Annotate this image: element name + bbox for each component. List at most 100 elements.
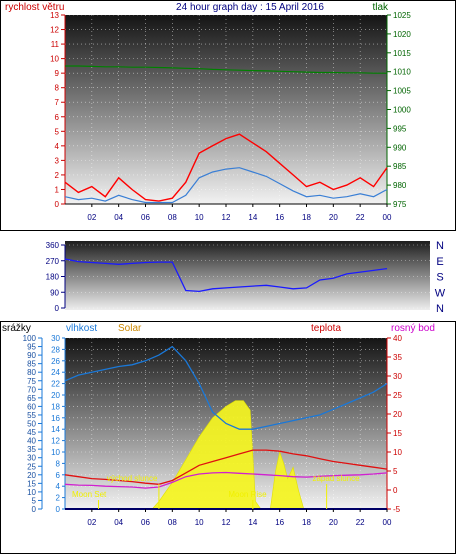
pressure-right-axis: 975 980 985 990 995 1000 1005 1010 1015 1020 1025: [386, 11, 411, 209]
solar-label: Solar: [118, 323, 142, 334]
weather-x-tick-label: 02: [87, 518, 96, 527]
direction-tick-label: 180: [46, 273, 60, 282]
rain-axis: 0510152025303540455055606570758085909510…: [23, 334, 43, 514]
temperature-axis-title: teplota: [311, 323, 341, 334]
weather-x-tick-label: 12: [222, 518, 231, 527]
wind-x-tick-label: 06: [141, 213, 150, 222]
humidity-tick-label: 24: [51, 368, 60, 377]
direction-tick-label: 270: [46, 257, 60, 266]
wind-tick-label: 1: [55, 185, 60, 194]
pressure-tick-label: 995: [393, 124, 407, 133]
temperature-tick-label: 40: [393, 334, 402, 343]
rain-tick-label: 20: [27, 471, 36, 480]
humidity-tick-label: 12: [51, 437, 60, 446]
weather-x-axis: 02 04 06 08 10 12 14 16 18 20 22 00: [65, 508, 392, 527]
direction-grid: [65, 244, 430, 309]
compass-label: E: [436, 256, 443, 268]
wind-x-tick-label: 14: [248, 213, 257, 222]
wind-x-tick-label: 04: [114, 213, 123, 222]
rain-tick-label: 60: [27, 402, 36, 411]
rain-tick-label: 45: [27, 428, 36, 437]
weather-x-tick-label: 06: [141, 518, 150, 527]
pressure-tick-label: 990: [393, 143, 407, 152]
humidity-line: [64, 345, 388, 430]
weather-x-tick-label: 08: [168, 518, 177, 527]
rain-tick-label: 15: [27, 479, 36, 488]
wind-tick-label: 4: [55, 142, 60, 151]
pressure-axis-title: tlak: [372, 2, 389, 13]
humidity-tick-label: 14: [51, 425, 60, 434]
solar-area: [151, 400, 305, 510]
wind-x-tick-label: 00: [383, 213, 392, 222]
rain-tick-label: 90: [27, 351, 36, 360]
weather-x-tick-label: 16: [275, 518, 284, 527]
humidity-tick-label: 26: [51, 357, 60, 366]
humidity-tick-label: 16: [51, 414, 60, 423]
rain-tick-label: 50: [27, 420, 36, 429]
wind-tick-label: 10: [50, 55, 59, 64]
temperature-tick-label: 5: [393, 467, 398, 476]
wind-axis-title: rychlost větru: [5, 2, 64, 13]
wind-x-tick-label: 08: [168, 213, 177, 222]
pressure-tick-label: 1020: [393, 30, 411, 39]
weather-x-tick-label: 00: [383, 518, 392, 527]
temperature-tick-label: 20: [393, 410, 402, 419]
humidity-tick-label: 0: [56, 505, 61, 514]
temperature-tick-label: 0: [393, 486, 398, 495]
temperature-tick-label: 15: [393, 429, 402, 438]
wind-grid: [65, 14, 388, 205]
pressure-tick-label: 980: [393, 181, 407, 190]
wind-series: [64, 65, 388, 204]
wind-x-axis: 02 04 06 08 10 12 14 16 18 20 22 00: [65, 203, 392, 222]
direction-tick-label: 0: [55, 304, 60, 313]
pressure-tick-label: 985: [393, 162, 407, 171]
temperature-axis: -5 0 5 10 15 20 25 30 35 40: [386, 334, 402, 514]
pressure-tick-label: 1000: [393, 106, 411, 115]
direction-line: [64, 258, 388, 293]
temperature-tick-label: -5: [393, 505, 401, 514]
weather-x-tick-label: 18: [302, 518, 311, 527]
annotation-label: západ slunce: [312, 474, 360, 483]
compass-label: N: [436, 240, 444, 252]
dewpoint-axis-title: rosný bod: [391, 323, 435, 334]
wind-tick-label: 5: [55, 127, 60, 136]
compass-label: S: [436, 272, 443, 284]
rain-tick-label: 55: [27, 411, 36, 420]
direction-left-axis: 0 90 180 270 360: [46, 241, 66, 313]
rain-tick-label: 35: [27, 445, 36, 454]
humidity-tick-label: 10: [51, 448, 60, 457]
pressure-tick-label: 975: [393, 200, 407, 209]
rain-tick-label: 40: [27, 437, 36, 446]
wind-tick-label: 0: [55, 200, 60, 209]
annotation-label: Moon Rise: [228, 490, 267, 499]
wind-gust-line: [64, 133, 388, 202]
humidity-tick-label: 6: [56, 471, 61, 480]
wind-x-tick-label: 12: [222, 213, 231, 222]
wind-x-tick-label: 22: [356, 213, 365, 222]
rain-tick-label: 80: [27, 368, 36, 377]
direction-tick-label: 360: [46, 241, 60, 250]
wind-tick-label: 2: [55, 171, 60, 180]
temperature-tick-label: 25: [393, 391, 402, 400]
wind-tick-label: 9: [55, 69, 60, 78]
wind-tick-label: 11: [51, 40, 60, 49]
chart-title: 24 hour graph day : 15 April 2016: [176, 2, 324, 13]
rain-tick-label: 85: [27, 360, 36, 369]
weather-x-tick-label: 10: [195, 518, 204, 527]
rain-tick-label: 5: [32, 496, 37, 505]
rain-axis-title: srážky: [2, 323, 31, 334]
wind-x-tick-label: 10: [195, 213, 204, 222]
wind-tick-label: 6: [55, 113, 60, 122]
rain-tick-label: 100: [23, 334, 37, 343]
compass-label: W: [435, 287, 446, 299]
rain-tick-label: 0: [32, 505, 37, 514]
wind-x-tick-label: 16: [275, 213, 284, 222]
direction-tick-label: 90: [50, 288, 59, 297]
direction-series: [64, 258, 388, 293]
humidity-tick-label: 30: [51, 334, 60, 343]
rain-tick-label: 10: [27, 488, 36, 497]
rain-tick-label: 25: [27, 462, 36, 471]
